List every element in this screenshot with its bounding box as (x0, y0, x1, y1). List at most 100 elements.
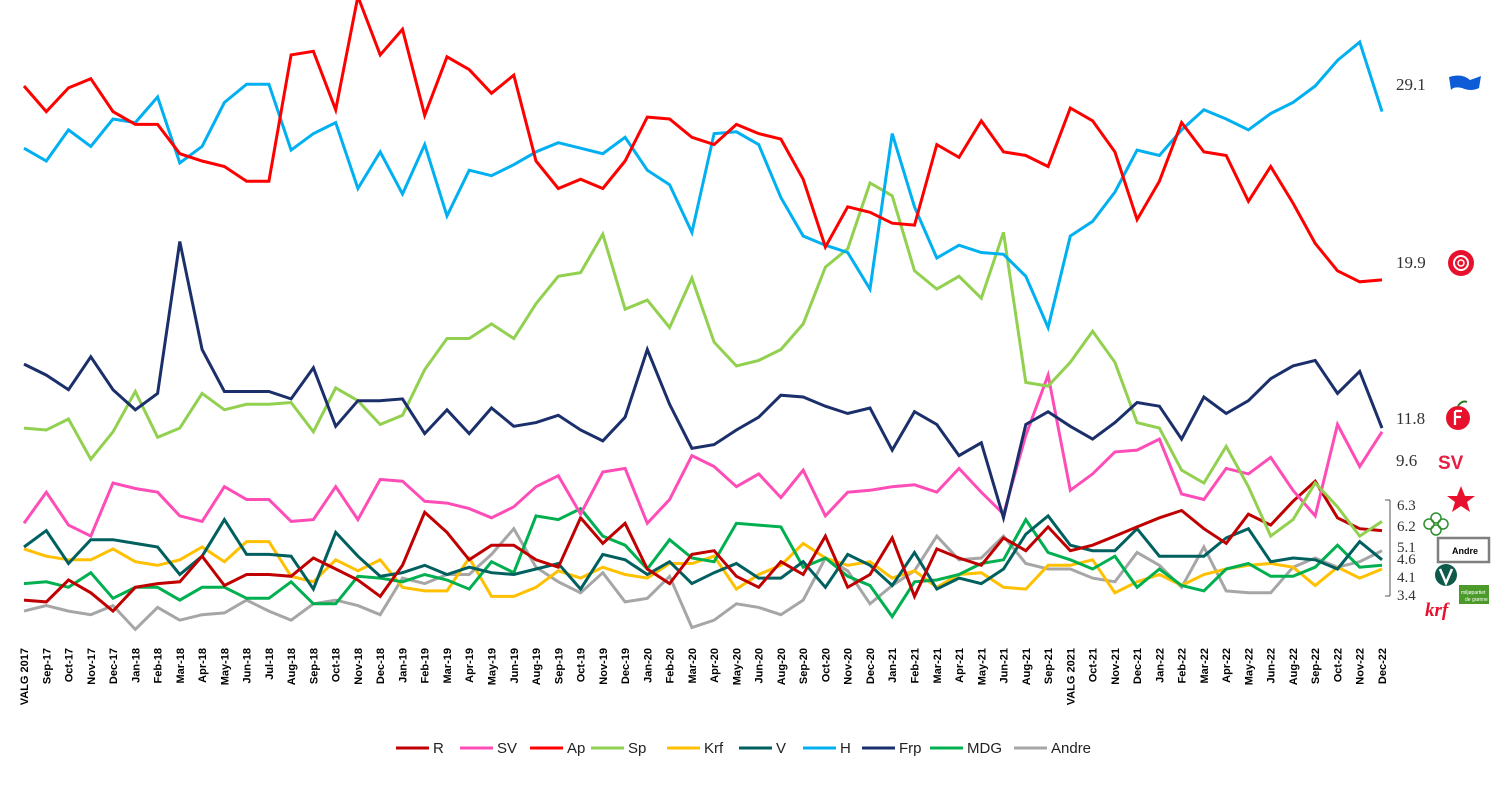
x-tick-label: VALG 2021 (1065, 648, 1077, 705)
series-line-v (23, 513, 1383, 593)
legend-item-sv: SV (460, 740, 517, 757)
x-tick-label: Nov-18 (353, 648, 365, 685)
x-tick-label: Apr-19 (464, 648, 476, 683)
series-line-mdg (23, 506, 1383, 620)
legend-label: Frp (899, 740, 922, 757)
x-tick-label: Oct-18 (331, 648, 343, 682)
mdg-logo-line2: de grønne (1465, 597, 1488, 603)
label-bracket (1385, 499, 1391, 597)
x-tick-label: Apr-18 (197, 648, 209, 683)
x-tick-label: Dec-20 (865, 648, 877, 684)
series-line-sv (22, 369, 1384, 539)
x-tick-label: Jul-18 (264, 648, 276, 680)
legend: R SV Ap Sp Krf V H Frp MDG Andre (396, 740, 1091, 757)
x-tick-label: VALG 2017 (19, 648, 31, 705)
x-tick-label: Jan-22 (1154, 648, 1166, 683)
legend-item-ap: Ap (530, 740, 585, 757)
x-tick-label: Jun-19 (509, 648, 521, 683)
x-tick-label: Nov-21 (1110, 648, 1122, 685)
x-tick-label: Mar-19 (442, 648, 454, 683)
legend-label: H (840, 740, 851, 757)
andre-logo-box (1436, 536, 1491, 564)
end-label-frp: 11.8 (1396, 409, 1425, 428)
x-tick-label: Apr-21 (954, 648, 966, 683)
x-tick-label: Sep-17 (41, 648, 53, 684)
legend-label: Krf (704, 740, 724, 757)
series-line-h (23, 39, 1384, 333)
x-tick-label: May-18 (219, 648, 231, 685)
x-tick-label: May-20 (731, 648, 743, 685)
x-tick-label: Dec-21 (1132, 648, 1144, 684)
x-tick-label: Jun-22 (1266, 648, 1278, 683)
mdg-logo-line1: miljøpartiet (1461, 590, 1486, 596)
end-label-krf: 3.4 (1397, 588, 1416, 604)
x-tick-label: Sep-19 (553, 648, 565, 684)
x-tick-label: Sep-20 (798, 648, 810, 684)
legend-item-v: V (739, 740, 786, 757)
series-line-r (23, 478, 1383, 614)
legend-label: Andre (1051, 740, 1091, 757)
legend-item-sp: Sp (591, 740, 646, 757)
legend-label: V (776, 740, 786, 757)
series-line-andre (23, 526, 1383, 632)
legend-label: SV (497, 740, 517, 757)
party-logos: SV Andre miljøpartiet de grønne krf (1423, 75, 1491, 621)
ap-rose-icon (1448, 250, 1474, 276)
x-tick-label: Aug-20 (776, 648, 788, 685)
legend-item-andre: Andre (1014, 740, 1091, 757)
end-label-andre: 5.1 (1397, 540, 1416, 556)
x-tick-label: Oct-22 (1332, 648, 1344, 682)
legend-item-r: R (396, 740, 444, 757)
x-tick-label: Nov-20 (843, 648, 855, 685)
x-tick-label: Nov-19 (598, 648, 610, 685)
x-tick-label: Nov-22 (1355, 648, 1367, 685)
x-tick-label: Aug-21 (1021, 648, 1033, 685)
h-logo-icon (1449, 75, 1481, 90)
sp-clover-icon (1423, 512, 1449, 536)
x-tick-label: Nov-17 (86, 648, 98, 685)
sv-logo-text: SV (1438, 453, 1464, 474)
x-tick-label: Apr-22 (1221, 648, 1233, 683)
legend-item-h: H (803, 740, 851, 757)
series-layer (22, 0, 1384, 632)
x-tick-label: Jan-21 (887, 648, 899, 683)
r-star-icon (1447, 486, 1475, 512)
end-label-v: 4.6 (1397, 552, 1416, 568)
x-tick-label: Dec-17 (108, 648, 120, 684)
legend-label: Sp (628, 740, 646, 757)
x-tick-label: Mar-20 (687, 648, 699, 683)
legend-label: R (433, 740, 444, 757)
end-value-labels: 29.1 19.9 11.8 9.6 6.3 6.2 5.1 4.6 4.1 3… (1385, 75, 1426, 604)
frp-apple-icon (1446, 400, 1470, 430)
legend-item-krf: Krf (667, 740, 724, 757)
end-label-sp: 6.2 (1397, 519, 1416, 535)
x-tick-label: Feb-18 (153, 648, 165, 683)
x-tick-label: Mar-21 (932, 648, 944, 683)
x-tick-label: Oct-20 (820, 648, 832, 682)
x-tick-label: Mar-18 (175, 648, 187, 683)
krf-logo-text: krf (1425, 600, 1450, 621)
series-line-frp (23, 241, 1384, 524)
x-tick-label: Oct-21 (1088, 648, 1100, 682)
x-tick-label: Feb-22 (1177, 648, 1189, 683)
x-tick-label: Aug-18 (286, 648, 298, 685)
x-tick-label: Oct-17 (64, 648, 76, 682)
x-tick-label: Sep-22 (1310, 648, 1322, 684)
x-tick-label: Jan-18 (130, 648, 142, 683)
v-logo-icon (1435, 564, 1457, 587)
x-tick-label: Apr-20 (709, 648, 721, 683)
x-tick-label: Feb-20 (665, 648, 677, 683)
x-tick-label: Aug-22 (1288, 648, 1300, 685)
x-tick-label: Aug-19 (531, 648, 543, 685)
end-label-r: 6.3 (1397, 498, 1416, 514)
x-tick-label: Oct-19 (576, 648, 588, 682)
legend-item-frp: Frp (862, 740, 922, 757)
x-tick-label: Jun-18 (242, 648, 254, 683)
x-tick-label: May-22 (1243, 648, 1255, 685)
x-tick-label: Dec-19 (620, 648, 632, 684)
x-tick-label: Dec-22 (1377, 648, 1389, 684)
end-label-h: 29.1 (1396, 75, 1426, 94)
end-label-mdg: 4.1 (1397, 570, 1416, 586)
x-tick-label: Jan-20 (642, 648, 654, 683)
